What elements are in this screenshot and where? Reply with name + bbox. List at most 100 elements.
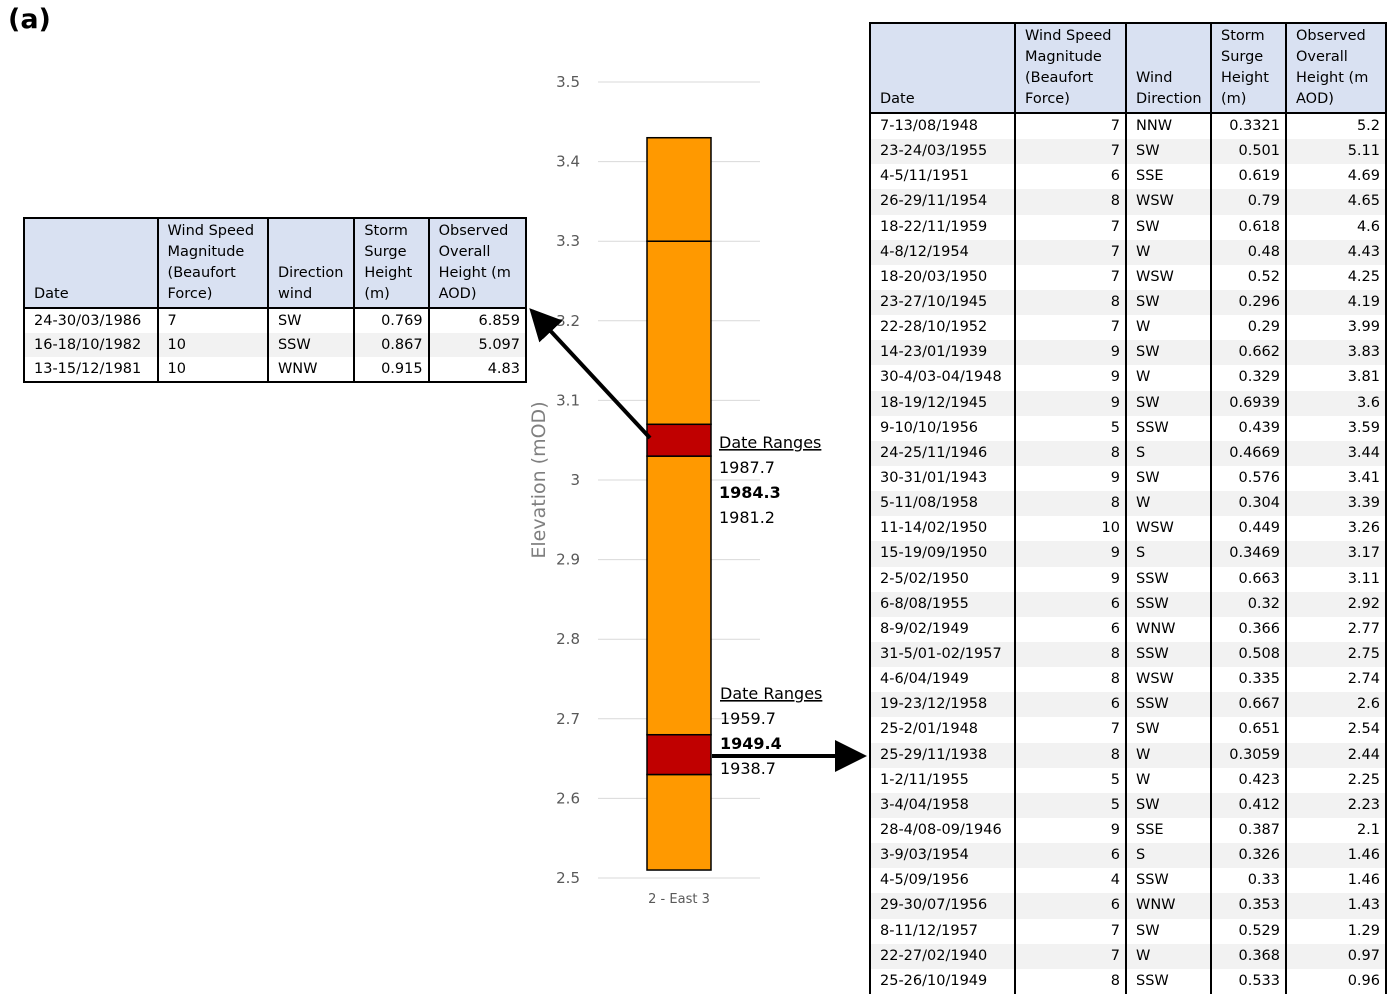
table-row: 6-8/08/1955 6 SSW 0.32 2.92: [870, 591, 1386, 617]
table-row: 14-23/01/1939 9 SW 0.662 3.83: [870, 340, 1386, 366]
annotation-central-value: 1949.4: [720, 734, 782, 753]
arrow-to-left-table: [529, 308, 652, 440]
cell-observed-height: 0.96: [1285, 968, 1386, 994]
cell-surge-height: 0.48: [1210, 239, 1286, 265]
cell-wind-speed: 7: [1014, 239, 1126, 265]
cell-wind-speed: 8: [1014, 491, 1126, 517]
bar-segment-orange: [646, 455, 712, 736]
cell-surge-height: 0.4669: [1210, 440, 1286, 466]
cell-observed-height: 4.6: [1285, 214, 1386, 240]
cell-observed-height: 3.41: [1285, 465, 1386, 492]
cell-surge-height: 0.769: [353, 308, 429, 333]
table-row: 24-25/11/1946 8 S 0.4669 3.44: [870, 440, 1386, 466]
cell-date: 4-6/04/1949: [880, 671, 969, 688]
table-row: 29-30/07/1956 6 WNW 0.353 1.43: [870, 893, 1386, 919]
cell-surge-height: 0.6939: [1210, 390, 1286, 416]
cell-surge-height: 0.449: [1210, 516, 1286, 542]
cell-observed-height: 4.83: [427, 357, 526, 382]
cell-surge-height: 0.304: [1210, 491, 1286, 517]
table-row: 22-28/10/1952 7 W 0.29 3.99: [870, 315, 1386, 341]
table-header-row: Date Wind Speed Magnitude (Beaufort Forc…: [24, 218, 526, 308]
cell-direction: W: [1125, 365, 1211, 391]
cell-date: 7-13/08/1948: [880, 118, 979, 135]
y-tick-label: 3.5: [556, 73, 580, 91]
cell-observed-height: 2.23: [1285, 792, 1386, 818]
cell-direction: W: [1125, 491, 1211, 517]
cell-direction: SW: [1125, 340, 1211, 366]
cell-date: 31-5/01-02/1957: [870, 641, 1015, 668]
cell-date: 3-4/04/1958: [870, 792, 1015, 818]
y-tick-label: 3.4: [556, 153, 580, 171]
header-date: Date: [24, 218, 158, 308]
cell-date: 28-4/08-09/1946: [880, 822, 1002, 838]
cell-direction: SSE: [1125, 164, 1211, 190]
y-tick-label: 3.2: [556, 312, 580, 330]
cell-direction: NNW: [1125, 113, 1211, 140]
cell-observed-height: 6.859: [427, 308, 526, 333]
table-row: 23-27/10/1945 8 SW 0.296 4.19: [870, 289, 1386, 316]
cell-surge-height: 0.619: [1210, 164, 1286, 190]
cell-surge-height: 0.651: [1210, 717, 1286, 743]
cell-observed-height: 1.29: [1285, 918, 1386, 944]
annotation-lower-value: 1981.2: [719, 508, 775, 527]
cell-observed-height: 1.46: [1285, 843, 1386, 869]
cell-direction: SSW: [1125, 692, 1211, 718]
table-row: 8-11/12/1957 7 SW 0.529 1.29: [870, 918, 1386, 944]
cell-date: 9-10/10/1956: [880, 419, 979, 436]
cell-direction: SSW: [266, 333, 355, 357]
bar-segment-orange: [646, 773, 712, 871]
header-surge-height: Storm Surge Height (m): [1210, 23, 1286, 113]
cell-date: 4-8/12/1954: [870, 239, 1015, 265]
cell-wind-speed: 6: [1014, 843, 1126, 869]
cell-observed-height: 3.83: [1285, 340, 1386, 366]
table-body: 7-13/08/1948 7 NNW 0.3321 5.2 23-24/03/1955 7 S…: [870, 113, 1386, 994]
cell-surge-height: 0.3059: [1210, 742, 1286, 768]
table-row: 4-8/12/1954 7 W 0.48 4.43: [870, 239, 1386, 265]
cell-direction: SSW: [1125, 415, 1211, 441]
cell-observed-height: 3.44: [1285, 440, 1386, 466]
table-row: 5-11/08/1958 8 W 0.304 3.39: [870, 491, 1386, 517]
y-tick-label: 2.5: [556, 869, 580, 887]
panel-label: (a): [8, 4, 51, 35]
cell-observed-height: 4.69: [1285, 164, 1386, 190]
cell-date: 8-9/02/1949: [880, 620, 969, 637]
cell-direction: SW: [266, 308, 355, 333]
table-row: 25-2/01/1948 7 SW 0.651 2.54: [870, 717, 1386, 743]
cell-date: 23-27/10/1945: [870, 289, 1015, 316]
cell-wind-speed: 5: [1014, 767, 1126, 793]
cell-wind-speed: 9: [1014, 817, 1126, 844]
cell-observed-height: 4.19: [1285, 289, 1386, 316]
cell-wind-speed: 8: [1014, 189, 1126, 215]
table-row: 3-4/04/1958 5 SW 0.412 2.23: [870, 792, 1386, 818]
cell-observed-height: 3.59: [1285, 415, 1386, 441]
cell-date: 4-5/11/1951: [880, 168, 969, 185]
y-tick-label: 2.6: [556, 789, 580, 807]
cell-observed-height: 4.65: [1285, 189, 1386, 215]
cell-surge-height: 0.423: [1210, 767, 1286, 793]
cell-observed-height: 3.17: [1285, 541, 1386, 567]
cell-direction: S: [1125, 843, 1211, 869]
annotation-upper-value: 1959.7: [720, 709, 776, 728]
cell-date: 22-27/02/1940: [870, 943, 1015, 969]
cell-wind-speed: 7: [1014, 717, 1126, 743]
cell-date: 26-29/11/1954: [870, 189, 1015, 215]
cell-date: 18-19/12/1945: [870, 390, 1015, 416]
cell-surge-height: 0.618: [1210, 214, 1286, 240]
cell-surge-height: 0.663: [1210, 566, 1286, 592]
cell-date: 23-24/03/1955: [870, 139, 1015, 165]
cell-surge-height: 0.662: [1210, 340, 1286, 366]
cell-direction: SW: [1125, 390, 1211, 416]
table-row: 15-19/09/1950 9 S 0.3469 3.17: [870, 541, 1386, 567]
cell-surge-height: 0.296: [1210, 289, 1286, 316]
cell-observed-height: 5.097: [427, 333, 526, 357]
cell-observed-height: 3.11: [1285, 566, 1386, 592]
cell-surge-height: 0.667: [1210, 692, 1286, 718]
cell-direction: WSW: [1125, 667, 1211, 693]
cell-observed-height: 2.75: [1285, 641, 1386, 668]
cell-observed-height: 2.44: [1285, 742, 1386, 768]
annotation-heading: Date Ranges: [719, 433, 821, 452]
cell-date: 19-23/12/1958: [870, 692, 1015, 718]
header-wind-direction: Wind Direction: [1125, 23, 1211, 113]
cell-date: 24-30/03/1986: [34, 313, 142, 329]
